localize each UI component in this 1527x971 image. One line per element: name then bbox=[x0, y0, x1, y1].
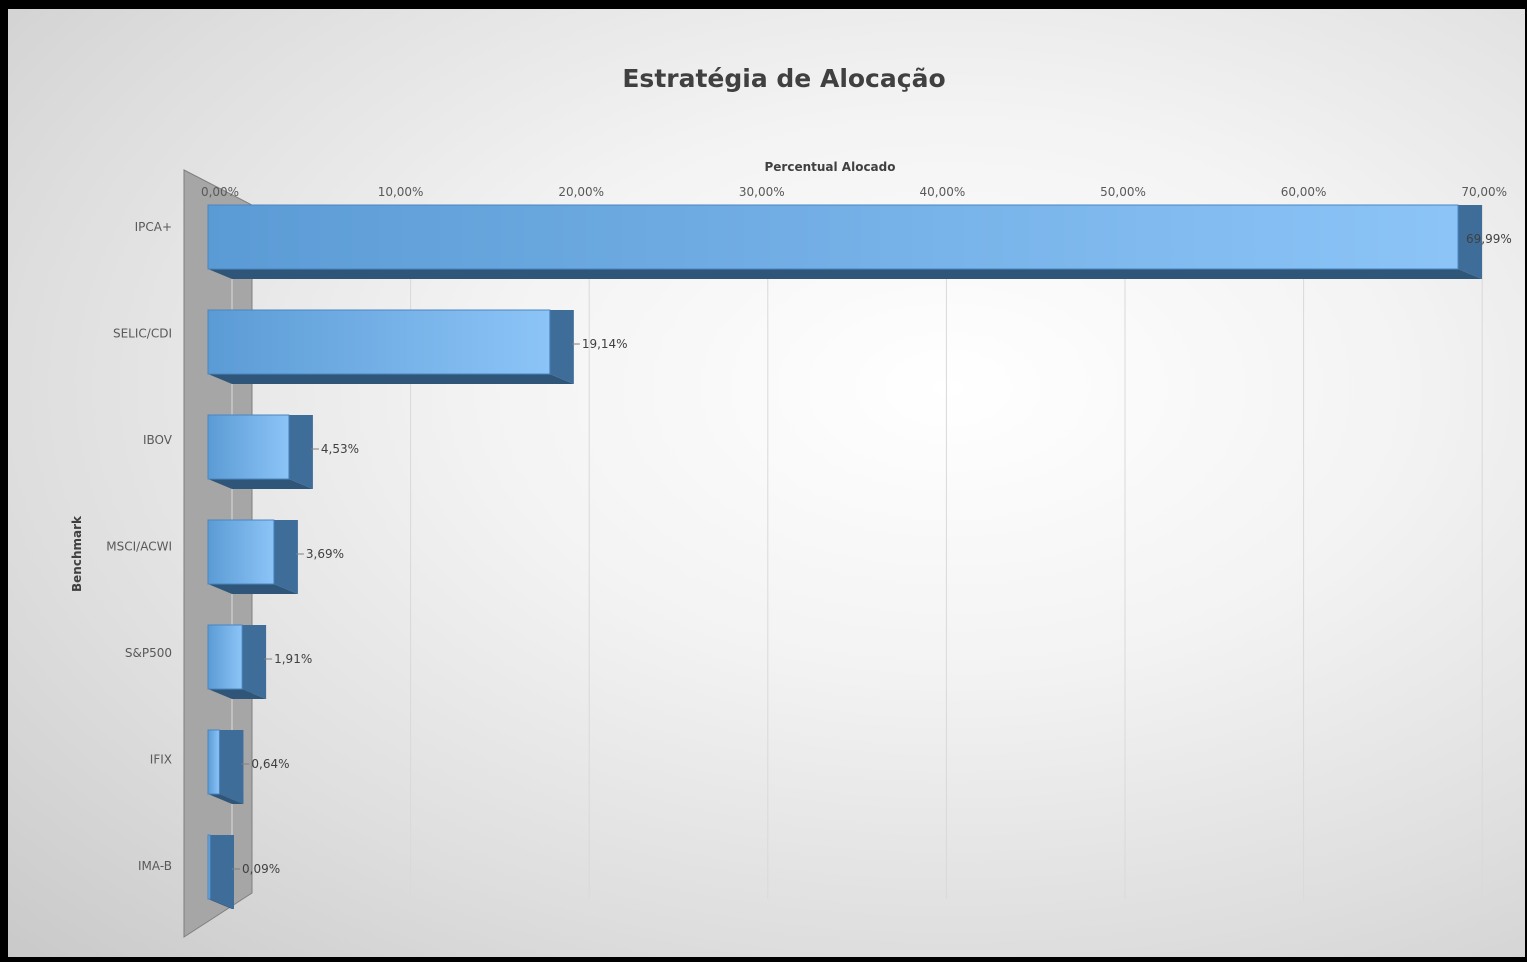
category-label: MSCI/ACWI bbox=[106, 540, 172, 554]
bar-ifix bbox=[207, 729, 244, 804]
bar-front bbox=[207, 834, 211, 900]
data-label: 0,09% bbox=[242, 862, 280, 876]
bar-front bbox=[207, 204, 1459, 270]
bar-side bbox=[288, 415, 313, 489]
bar-s-p500 bbox=[207, 624, 267, 699]
x-tick-label: 40,00% bbox=[920, 185, 966, 199]
bar-bottom bbox=[208, 794, 244, 804]
bar-side bbox=[210, 835, 234, 909]
x-tick-label: 60,00% bbox=[1281, 185, 1327, 199]
bar-msci-acwi bbox=[207, 519, 298, 594]
bar-bottom bbox=[208, 479, 313, 489]
category-label: IMA-B bbox=[138, 859, 172, 873]
category-label: SELIC/CDI bbox=[113, 327, 172, 341]
data-label: 0,64% bbox=[251, 757, 289, 771]
chart-title: Estratégia de Alocação bbox=[622, 64, 945, 93]
bar-front bbox=[207, 624, 243, 690]
bar-bottom bbox=[208, 269, 1483, 279]
bar-ibov bbox=[207, 414, 313, 489]
bar-side bbox=[219, 730, 244, 804]
bar-bottom bbox=[208, 689, 267, 699]
bar-side bbox=[273, 520, 298, 594]
data-label: 4,53% bbox=[321, 442, 359, 456]
bar-front bbox=[207, 309, 551, 375]
category-label: S&P500 bbox=[125, 646, 172, 660]
bars bbox=[207, 204, 1483, 909]
bar-front bbox=[207, 729, 220, 795]
x-tick-label: 50,00% bbox=[1100, 185, 1146, 199]
bar-ima-b bbox=[207, 834, 234, 909]
x-tick-label: 20,00% bbox=[558, 185, 604, 199]
category-label: IFIX bbox=[150, 753, 172, 767]
bar-side bbox=[1458, 205, 1483, 279]
bar-bottom bbox=[208, 899, 234, 909]
gridlines bbox=[231, 205, 1483, 899]
bar-side bbox=[242, 625, 267, 699]
x-axis-title: Percentual Alocado bbox=[764, 160, 895, 174]
bar-bottom bbox=[208, 584, 298, 594]
data-label: 1,91% bbox=[274, 652, 312, 666]
bar-ipca- bbox=[207, 204, 1483, 279]
category-labels: IPCA+ SELIC/CDI IBOV MSCI/ACWI S&P500 IFIX IMA… bbox=[106, 220, 172, 873]
data-labels: 69,99% 19,14% 4,53% 3,69% 1,91% 0,64% 0,09% bbox=[232, 232, 1512, 876]
category-label: IBOV bbox=[143, 433, 173, 447]
bar-bottom bbox=[208, 374, 574, 384]
bar-front bbox=[207, 414, 290, 480]
allocation-chart: Estratégia de Alocação Percentual Alocad… bbox=[70, 64, 1512, 938]
category-label: IPCA+ bbox=[135, 220, 172, 234]
x-tick-label: 70,00% bbox=[1461, 185, 1507, 199]
data-label: 3,69% bbox=[306, 547, 344, 561]
x-tick-label: 10,00% bbox=[378, 185, 424, 199]
x-axis-ticks: 0,00% 10,00% 20,00% 30,00% 40,00% 50,00% 60,00… bbox=[201, 185, 1507, 199]
bar-selic-cdi bbox=[207, 309, 574, 384]
x-tick-label: 0,00% bbox=[201, 185, 239, 199]
x-tick-label: 30,00% bbox=[739, 185, 785, 199]
y-axis-title: Benchmark bbox=[70, 515, 84, 592]
data-label: 19,14% bbox=[582, 337, 628, 351]
data-label: 69,99% bbox=[1466, 232, 1512, 246]
bar-front bbox=[207, 519, 275, 585]
bar-side bbox=[549, 310, 574, 384]
